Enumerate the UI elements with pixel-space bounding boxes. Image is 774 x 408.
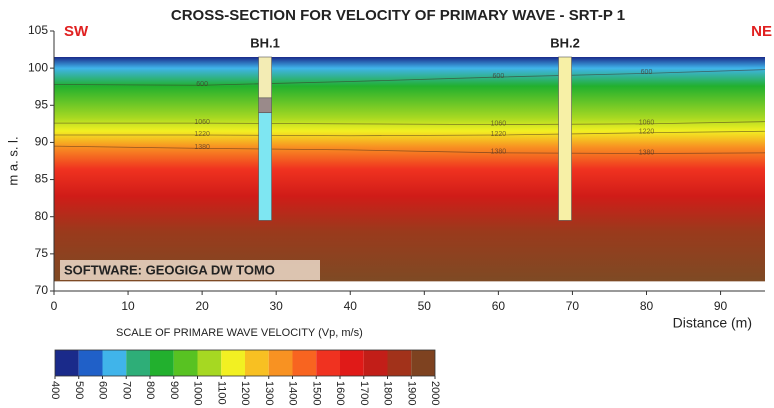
colorbar-tick-label: 1000 — [192, 381, 204, 405]
y-tick-label: 105 — [28, 23, 48, 37]
contour-label: 1060 — [491, 120, 507, 127]
colorbar-bin — [221, 350, 245, 376]
y-tick-label: 70 — [35, 283, 49, 297]
colorbar-tick-label: 700 — [120, 381, 132, 399]
annotation-box: SOFTWARE: GEOGIGA DW TOMO — [60, 260, 320, 280]
colorbar-bin — [316, 350, 340, 376]
y-tick-label: 100 — [28, 60, 48, 74]
chart-title: CROSS-SECTION FOR VELOCITY OF PRIMARY WA… — [171, 7, 625, 24]
borehole-layer — [258, 97, 272, 114]
x-tick-label: 30 — [270, 299, 284, 313]
colorbar-bin — [197, 350, 222, 376]
colorbar-tick-label: 900 — [168, 381, 180, 399]
colorbar-tick-label: 2000 — [429, 381, 441, 405]
borehole-layer — [558, 56, 572, 221]
colorbar-tick-label: 1100 — [215, 381, 227, 405]
velocity-field — [54, 57, 765, 282]
borehole-layer — [258, 112, 272, 221]
colorbar-bin — [268, 350, 293, 376]
colorbar-bin — [78, 350, 103, 376]
colorbar-tick-label: 1500 — [310, 381, 322, 405]
colorbar-bin — [55, 350, 79, 376]
borehole-label: BH.2 — [550, 35, 580, 50]
colorbar-tick-label: 1300 — [263, 381, 275, 405]
annotation-bg — [60, 260, 320, 280]
colorbar-tick-label: 800 — [144, 381, 156, 399]
y-tick-label: 90 — [35, 135, 49, 149]
colorbar-title: SCALE OF PRIMARE WAVE VELOCITY (Vp, m/s) — [116, 327, 363, 339]
right-label: NE — [751, 23, 772, 40]
contour-line — [53, 69, 766, 86]
colorbar-tick-label: 600 — [97, 381, 109, 399]
colorbar-tick-label: 1700 — [358, 381, 370, 405]
colorbar-tick-label: 1400 — [287, 381, 299, 405]
y-axis-label: m a. s. l. — [5, 136, 20, 185]
colorbar-bin — [411, 350, 435, 376]
colorbar-bin — [245, 350, 269, 376]
colorbar-bin — [126, 350, 150, 376]
contour-label: 1380 — [639, 149, 655, 156]
borehole-label: BH.1 — [250, 35, 280, 50]
x-tick-label: 80 — [640, 299, 654, 313]
x-tick-label: 90 — [714, 299, 728, 313]
colorbar-bin — [102, 350, 127, 376]
contour-label: 600 — [641, 69, 653, 76]
x-tick-label: 40 — [344, 299, 358, 313]
colorbar-bin — [150, 350, 174, 376]
contour-label: 1060 — [639, 120, 655, 127]
contour-label: 1380 — [194, 144, 210, 151]
contour-line — [53, 145, 766, 154]
colorbar-bin — [363, 350, 388, 376]
contour-label: 1220 — [194, 131, 210, 138]
colorbar-bin — [173, 350, 198, 376]
colorbar-tick-label: 400 — [49, 381, 61, 399]
contour-label: 1060 — [194, 119, 210, 126]
y-tick-label: 75 — [35, 246, 49, 260]
contour-line — [54, 121, 766, 126]
x-axis-label: Distance (m) — [673, 315, 752, 331]
borehole-layer — [258, 56, 272, 99]
contour-label: 600 — [493, 73, 505, 80]
colorbar-tick-label: 1900 — [405, 381, 417, 405]
y-tick-label: 85 — [35, 172, 49, 186]
colorbar-tick-label: 1800 — [382, 381, 394, 405]
contour-label: 1380 — [491, 149, 507, 156]
colorbar-tick-label: 1600 — [334, 381, 346, 405]
x-tick-label: 20 — [195, 299, 209, 313]
colorbar-bin — [292, 350, 317, 376]
contour-line — [54, 130, 766, 137]
x-tick-label: 0 — [51, 299, 58, 313]
colorbar-bin — [387, 350, 412, 376]
contour-label: 1220 — [639, 129, 655, 136]
contour-label: 1220 — [491, 131, 507, 138]
contour-label: 600 — [196, 81, 208, 88]
annotation: SOFTWARE: GEOGIGA DW TOMO — [64, 262, 275, 277]
x-tick-label: 60 — [492, 299, 506, 313]
colorbar-bin — [340, 350, 364, 376]
x-tick-label: 50 — [418, 299, 432, 313]
x-tick-label: 70 — [566, 299, 580, 313]
colorbar-tick-label: 500 — [73, 381, 85, 399]
x-tick-label: 10 — [121, 299, 135, 313]
left-label: SW — [64, 23, 89, 40]
colorbar-tick-label: 1200 — [239, 381, 251, 405]
y-tick-label: 80 — [35, 209, 49, 223]
y-tick-label: 95 — [35, 97, 49, 111]
